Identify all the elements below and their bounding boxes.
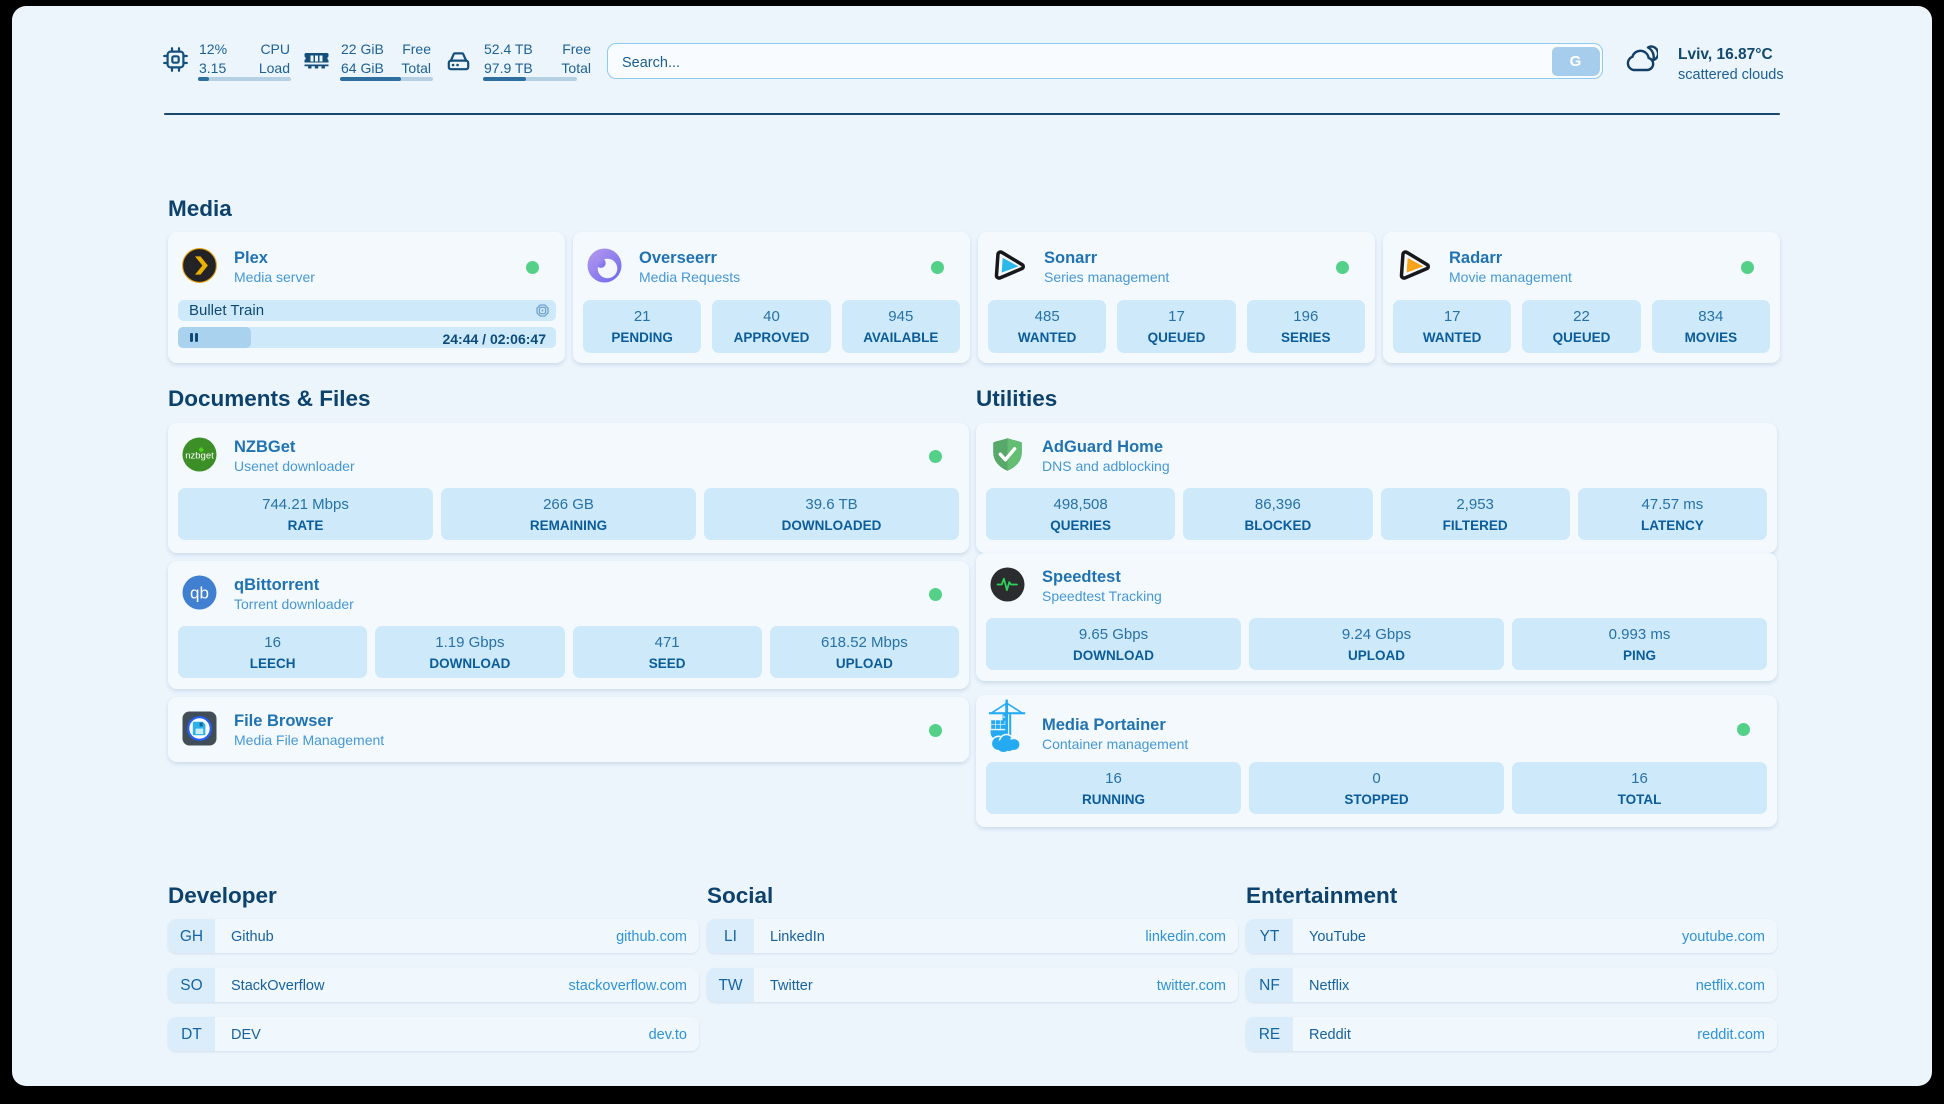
svg-text:qb: qb [190,584,209,603]
svg-text:nzbget: nzbget [185,451,214,462]
